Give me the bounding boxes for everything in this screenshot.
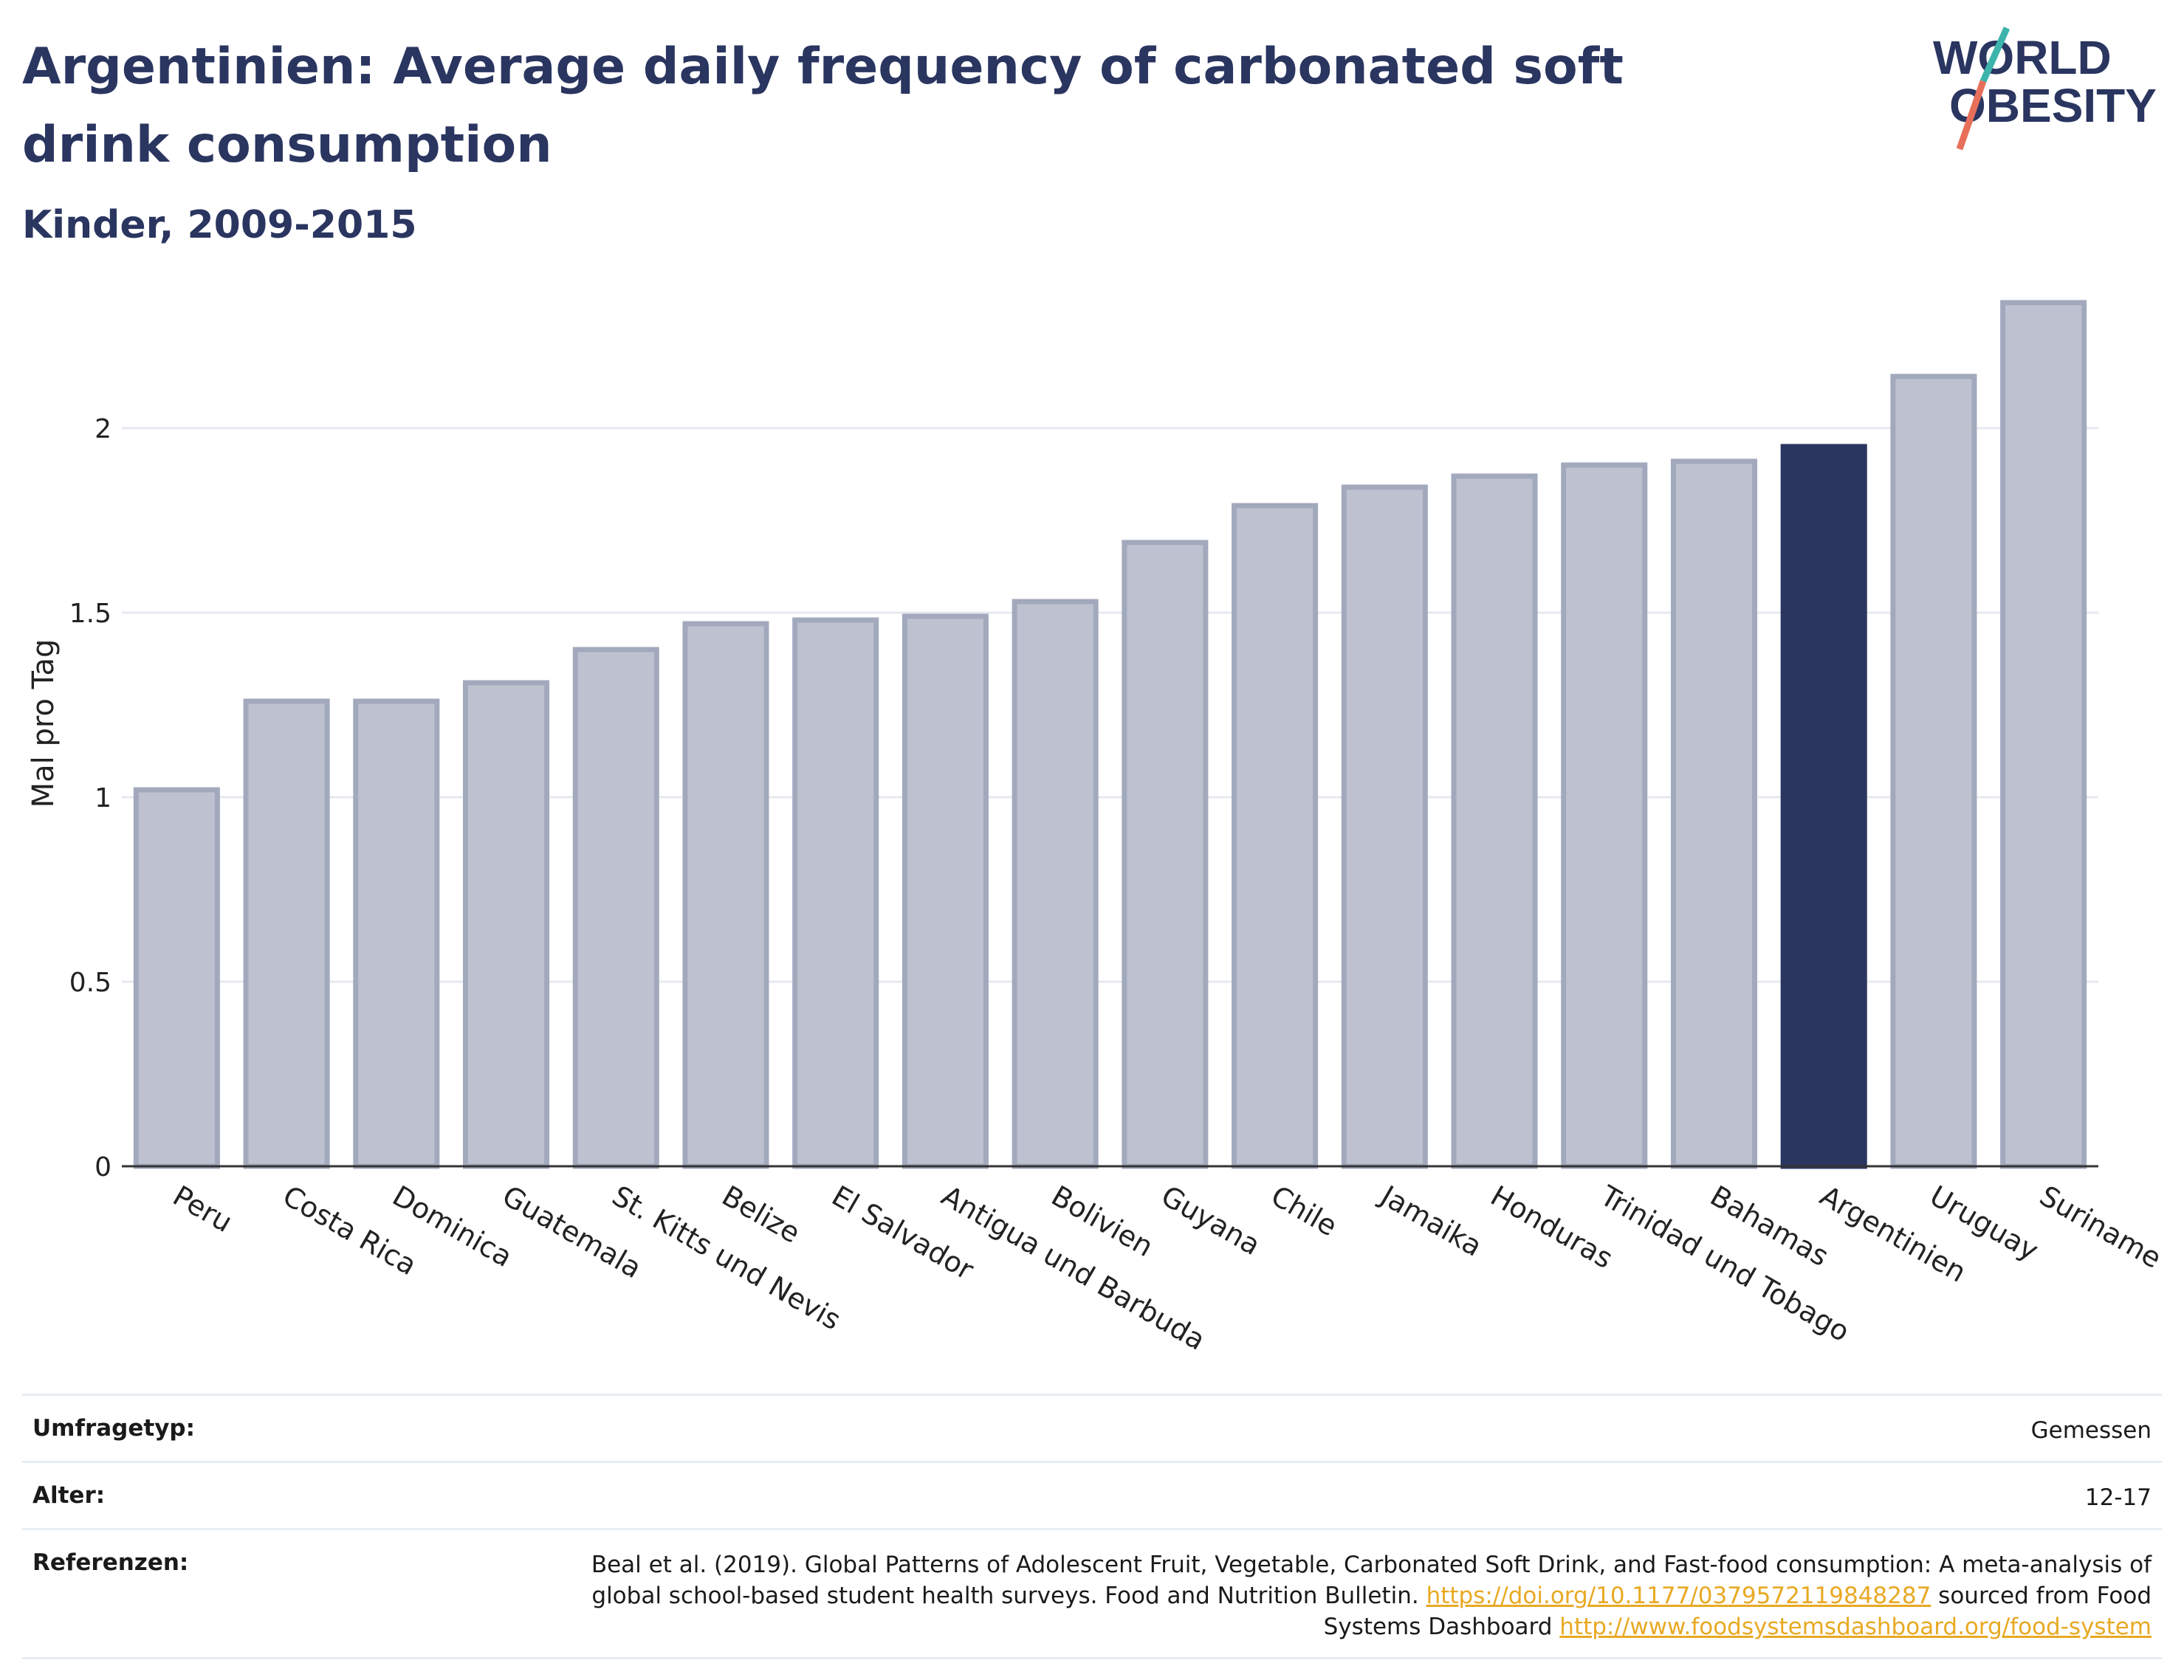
references-label: Referenzen: bbox=[32, 1549, 189, 1576]
x-tick-label: Peru bbox=[168, 1180, 238, 1239]
y-tick-label: 0.5 bbox=[69, 968, 111, 998]
age-value: 12-17 bbox=[2084, 1484, 2152, 1511]
y-tick-label: 2 bbox=[95, 414, 111, 444]
x-tick-label: Honduras bbox=[1486, 1180, 1618, 1276]
metadata-table: Umfragetyp: Gemessen Alter: 12-17 Refere… bbox=[22, 1394, 2162, 1659]
bar bbox=[1890, 373, 1977, 1169]
y-axis-title: Mal pro Tag bbox=[27, 639, 61, 808]
bar bbox=[572, 647, 659, 1169]
chart-subtitle: Kinder, 2009-2015 bbox=[22, 203, 417, 247]
doi-link[interactable]: https://doi.org/10.1177/0379572119848287 bbox=[1426, 1583, 1931, 1609]
bar bbox=[1341, 484, 1428, 1169]
world-obesity-logo: WORLD OBESITY bbox=[1933, 27, 2157, 151]
bar bbox=[682, 621, 769, 1169]
reference-source-text: sourced from Food Systems Dashboard bbox=[1323, 1583, 2152, 1640]
meta-row-survey-type: Umfragetyp: Gemessen bbox=[22, 1394, 2162, 1461]
survey-type-label: Umfragetyp: bbox=[32, 1415, 195, 1442]
x-tick-label: Belize bbox=[716, 1180, 806, 1250]
bar bbox=[902, 613, 989, 1169]
age-label: Alter: bbox=[32, 1482, 106, 1509]
bar bbox=[2000, 300, 2087, 1169]
reference-text: Beal et al. (2019). Global Patterns of A… bbox=[591, 1552, 2152, 1609]
bar bbox=[1012, 599, 1099, 1169]
x-tick-label: Suriname bbox=[2034, 1180, 2167, 1275]
grid-lines bbox=[122, 427, 2098, 983]
references-value: Beal et al. (2019). Global Patterns of A… bbox=[527, 1549, 2152, 1642]
bar bbox=[1670, 458, 1757, 1169]
bar bbox=[1232, 503, 1319, 1169]
bar bbox=[353, 698, 440, 1169]
y-tick-label: 1 bbox=[95, 783, 111, 813]
bar bbox=[1451, 473, 1538, 1169]
logo-slash-teal bbox=[1979, 27, 2010, 83]
bars bbox=[133, 300, 2087, 1169]
survey-type-value: Gemessen bbox=[2030, 1417, 2152, 1444]
logo-text-world: WORLD bbox=[1933, 31, 2112, 84]
bar bbox=[1122, 540, 1209, 1169]
bar bbox=[463, 680, 550, 1169]
x-tick-label: Guyana bbox=[1155, 1180, 1266, 1261]
logo-slash-coral bbox=[1956, 80, 1987, 151]
y-tick-label: 1.5 bbox=[69, 599, 111, 629]
y-tick-label: 0 bbox=[95, 1152, 111, 1182]
chart-title: Argentinien: Average daily frequency of … bbox=[22, 38, 1624, 174]
x-tick-label: Jamaika bbox=[1374, 1179, 1488, 1263]
meta-row-references: Referenzen: Beal et al. (2019). Global P… bbox=[22, 1528, 2162, 1659]
meta-row-age: Alter: 12-17 bbox=[22, 1461, 2162, 1528]
bar bbox=[792, 617, 879, 1169]
food-systems-link[interactable]: http://www.foodsystemsdashboard.org/food… bbox=[1559, 1614, 2152, 1640]
bar bbox=[1780, 444, 1867, 1169]
bar bbox=[1561, 462, 1648, 1169]
bar bbox=[243, 698, 330, 1169]
bar bbox=[133, 787, 220, 1169]
x-tick-label: Chile bbox=[1266, 1180, 1342, 1243]
